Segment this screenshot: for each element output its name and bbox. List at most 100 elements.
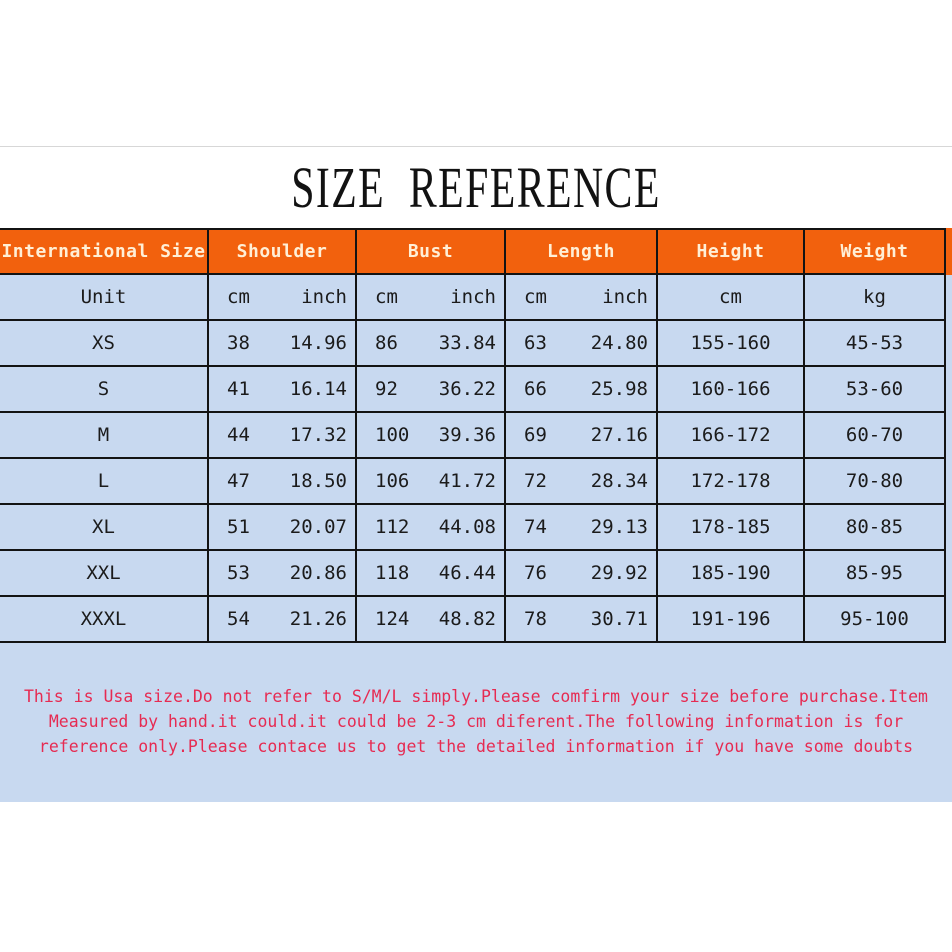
disclaimer-line: This is Usa size.Do not refer to S/M/L s…: [24, 687, 928, 706]
value-cm: 124: [375, 608, 410, 630]
table-row: XXXL 54 21.26 124 48.82 78 30.71 191-196 95…: [0, 595, 946, 643]
cell-height: 166-172: [656, 411, 805, 459]
value-inch: 27.16: [590, 424, 648, 446]
unit-inch: inch: [602, 286, 648, 308]
cell-weight: 45-53: [803, 319, 946, 367]
value-inch: 18.50: [289, 470, 347, 492]
cell-shoulder: 51 20.07: [207, 503, 357, 551]
table-row: XL 51 20.07 112 44.08 74 29.13 178-185 80-8…: [0, 503, 946, 551]
value-cm: 72: [524, 470, 547, 492]
value-cm: 106: [375, 470, 410, 492]
value-inch: 30.71: [590, 608, 648, 630]
value-cm: 118: [375, 562, 410, 584]
value-inch: 29.92: [590, 562, 648, 584]
cell-height: 191-196: [656, 595, 805, 643]
value-cm: 63: [524, 332, 547, 354]
cell-weight: 70-80: [803, 457, 946, 505]
unit-length: cm inch: [504, 273, 658, 321]
unit-label: Unit: [0, 273, 209, 321]
cell-height: 185-190: [656, 549, 805, 597]
unit-bust: cm inch: [355, 273, 506, 321]
cell-length: 74 29.13: [504, 503, 658, 551]
value-cm: 69: [524, 424, 547, 446]
value-cm: 74: [524, 516, 547, 538]
value-inch: 20.07: [289, 516, 347, 538]
cell-height: 155-160: [656, 319, 805, 367]
cell-bust: 92 36.22: [355, 365, 506, 413]
disclaimer-line: reference only.Please contace us to get …: [38, 737, 914, 756]
unit-shoulder: cm inch: [207, 273, 357, 321]
value-inch: 28.34: [590, 470, 648, 492]
value-cm: 38: [227, 332, 250, 354]
value-inch: 29.13: [590, 516, 648, 538]
table-row: XS 38 14.96 86 33.84 63 24.80 155-160 45-53: [0, 319, 946, 367]
disclaimer-text: This is Usa size.Do not refer to S/M/L s…: [0, 684, 952, 759]
value-cm: 112: [375, 516, 410, 538]
unit-cm: cm: [227, 286, 250, 308]
value-cm: 100: [375, 424, 410, 446]
table-row: S 41 16.14 92 36.22 66 25.98 160-166 53-60: [0, 365, 946, 413]
value-inch: 14.96: [289, 332, 347, 354]
value-inch: 36.22: [438, 378, 496, 400]
cell-length: 66 25.98: [504, 365, 658, 413]
cell-weight: 85-95: [803, 549, 946, 597]
value-inch: 44.08: [438, 516, 496, 538]
table-row: L 47 18.50 106 41.72 72 28.34 172-178 70-80: [0, 457, 946, 505]
table-row: XXL 53 20.86 118 46.44 76 29.92 185-190 85-…: [0, 549, 946, 597]
value-inch: 41.72: [438, 470, 496, 492]
value-inch: 24.80: [590, 332, 648, 354]
cell-bust: 106 41.72: [355, 457, 506, 505]
size-label: S: [0, 365, 209, 413]
page-title: SIZE REFERENCE: [291, 155, 661, 220]
cell-shoulder: 54 21.26: [207, 595, 357, 643]
col-header-shoulder: Shoulder: [207, 228, 357, 275]
col-header-bust: Bust: [355, 228, 506, 275]
size-label: XL: [0, 503, 209, 551]
col-header-height: Height: [656, 228, 805, 275]
value-cm: 66: [524, 378, 547, 400]
size-label: L: [0, 457, 209, 505]
value-cm: 47: [227, 470, 250, 492]
cell-length: 76 29.92: [504, 549, 658, 597]
unit-weight: kg: [803, 273, 946, 321]
cell-weight: 95-100: [803, 595, 946, 643]
cell-height: 160-166: [656, 365, 805, 413]
unit-height: cm: [656, 273, 805, 321]
value-inch: 48.82: [438, 608, 496, 630]
cell-bust: 112 44.08: [355, 503, 506, 551]
cell-shoulder: 47 18.50: [207, 457, 357, 505]
disclaimer-line: Measured by hand.it could.it could be 2-…: [48, 712, 904, 731]
value-cm: 86: [375, 332, 398, 354]
value-inch: 20.86: [289, 562, 347, 584]
unit-cm: cm: [375, 286, 398, 308]
value-inch: 46.44: [438, 562, 496, 584]
col-header-weight: Weight: [803, 228, 946, 275]
cell-length: 72 28.34: [504, 457, 658, 505]
divider-line: [0, 146, 952, 147]
value-inch: 39.36: [438, 424, 496, 446]
cell-height: 172-178: [656, 457, 805, 505]
cell-length: 69 27.16: [504, 411, 658, 459]
value-cm: 92: [375, 378, 398, 400]
cell-weight: 60-70: [803, 411, 946, 459]
value-inch: 25.98: [590, 378, 648, 400]
header-row: International Size Shoulder Bust Length …: [0, 228, 946, 275]
unit-inch: inch: [301, 286, 347, 308]
value-cm: 51: [227, 516, 250, 538]
value-cm: 54: [227, 608, 250, 630]
cell-weight: 53-60: [803, 365, 946, 413]
cell-height: 178-185: [656, 503, 805, 551]
size-label: XXXL: [0, 595, 209, 643]
cell-length: 63 24.80: [504, 319, 658, 367]
value-cm: 44: [227, 424, 250, 446]
cell-bust: 86 33.84: [355, 319, 506, 367]
value-inch: 33.84: [438, 332, 496, 354]
size-table: International Size Shoulder Bust Length …: [0, 228, 946, 643]
col-header-length: Length: [504, 228, 658, 275]
value-inch: 16.14: [289, 378, 347, 400]
cell-bust: 118 46.44: [355, 549, 506, 597]
value-inch: 17.32: [289, 424, 347, 446]
size-label: XXL: [0, 549, 209, 597]
cell-shoulder: 53 20.86: [207, 549, 357, 597]
